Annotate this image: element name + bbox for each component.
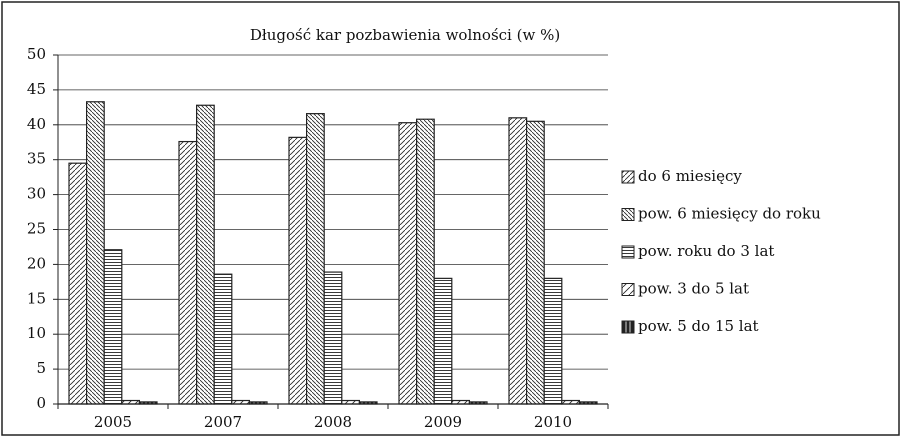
bar <box>433 277 453 405</box>
legend-label: do 6 miesięcy <box>638 167 742 185</box>
y-tick-label: 45 <box>27 80 46 98</box>
bar <box>85 101 105 405</box>
y-tick-label: 30 <box>27 185 46 203</box>
bar <box>323 271 343 405</box>
x-tick-label: 2007 <box>204 413 242 431</box>
legend-label: pow. 5 do 15 lat <box>638 317 759 335</box>
bar <box>416 118 435 405</box>
y-tick-label: 5 <box>36 359 46 377</box>
bar <box>68 162 88 405</box>
legend-swatch <box>621 170 635 184</box>
y-tick-label: 0 <box>36 394 46 412</box>
x-tick-label: 2009 <box>424 413 462 431</box>
x-tick-label: 2005 <box>94 413 132 431</box>
chart-title: Długość kar pozbawienia wolności (w %) <box>250 26 560 44</box>
y-tick-label: 35 <box>27 150 46 168</box>
legend-label: pow. 6 miesięcy do roku <box>638 205 821 223</box>
legend-swatch <box>621 245 635 259</box>
bar <box>196 104 215 405</box>
bar <box>398 122 418 405</box>
bar <box>288 136 308 405</box>
y-tick-label: 25 <box>27 220 46 238</box>
x-tick-label: 2010 <box>534 413 572 431</box>
y-tick-label: 20 <box>27 254 46 272</box>
y-tick-label: 40 <box>27 115 46 133</box>
y-tick-label: 10 <box>27 324 46 342</box>
legend-swatch <box>621 208 635 221</box>
bar <box>525 120 545 405</box>
legend-label: pow. 3 do 5 lat <box>638 280 749 298</box>
legend-swatch <box>621 283 635 296</box>
bar <box>103 249 123 405</box>
bar <box>508 117 528 405</box>
bar <box>543 277 563 405</box>
legend-label: pow. roku do 3 lat <box>638 242 774 260</box>
legend-swatch <box>621 320 635 334</box>
bar <box>306 113 325 405</box>
bar <box>178 140 198 405</box>
y-tick-label: 15 <box>27 289 46 307</box>
x-tick-label: 2008 <box>314 413 352 431</box>
bar <box>213 273 233 405</box>
y-tick-label: 50 <box>27 45 46 63</box>
